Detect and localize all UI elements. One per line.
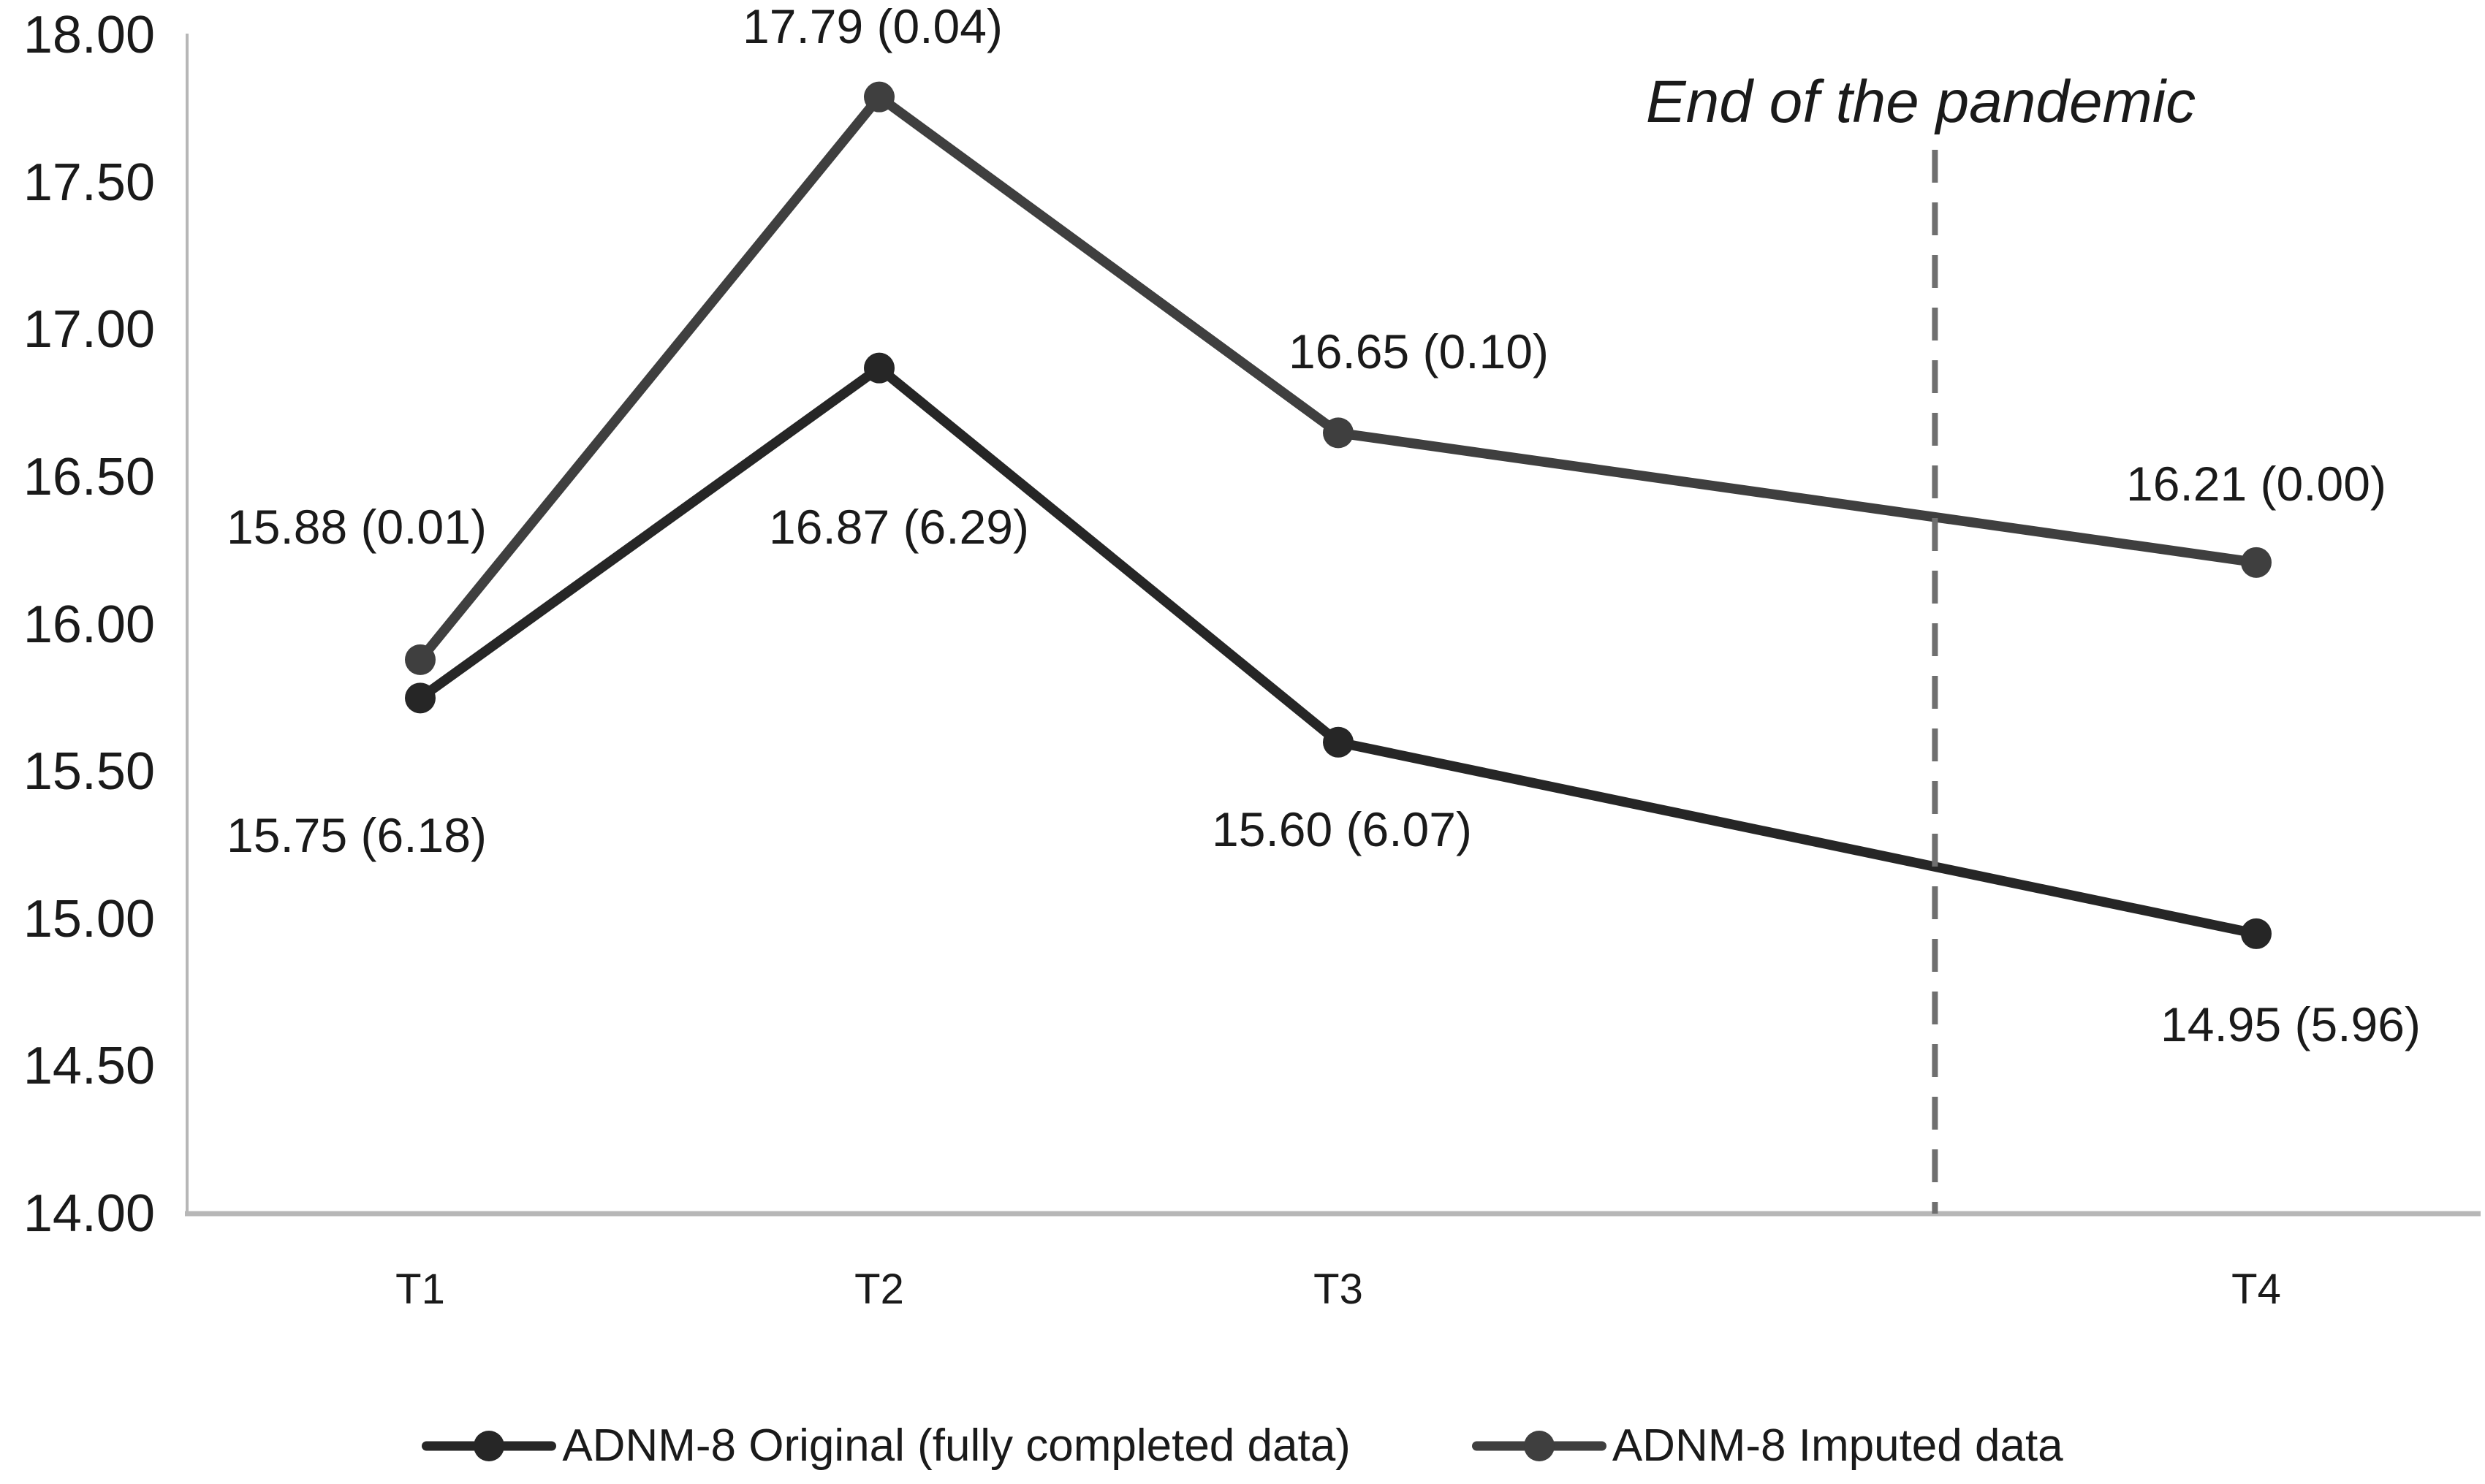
y-tick-label: 14.00: [23, 1184, 155, 1243]
data-label: 17.79 (0.04): [743, 0, 1003, 53]
data-point-marker: [864, 352, 895, 384]
data-point-marker: [1323, 726, 1354, 758]
y-tick-label: 16.50: [23, 447, 155, 506]
data-label: 14.95 (5.96): [2160, 997, 2421, 1051]
legend-marker-original-icon: [422, 1429, 557, 1463]
data-label: 15.75 (6.18): [227, 808, 487, 863]
y-tick-label: 16.00: [23, 595, 155, 654]
data-label: 16.21 (0.00): [2126, 456, 2386, 511]
data-point-marker: [1323, 417, 1354, 449]
x-category-label: T3: [1313, 1266, 1363, 1313]
legend-dot-imputed: [1523, 1431, 1555, 1461]
x-category-label: T2: [854, 1266, 904, 1313]
y-tick-label: 14.50: [23, 1037, 155, 1096]
y-tick-label: 18.00: [23, 6, 155, 64]
y-tick-label: 17.00: [23, 300, 155, 359]
data-point-marker: [405, 682, 436, 714]
y-tick-label: 17.50: [23, 153, 155, 212]
y-tick-label: 15.50: [23, 742, 155, 802]
legend-item-imputed: ADNM-8 Imputed data: [1471, 1420, 2063, 1471]
series-line-1: [415, 91, 2261, 665]
legend: ADNM-8 Original (fully completed data) A…: [0, 1423, 2485, 1469]
x-category-label: T1: [395, 1266, 445, 1313]
series-line-0: [415, 362, 2261, 939]
data-label: 16.65 (0.10): [1289, 324, 1549, 379]
data-label: 16.87 (6.29): [769, 499, 1029, 554]
data-label: 15.60 (6.07): [1212, 802, 1472, 856]
data-label: 15.88 (0.01): [227, 499, 487, 554]
x-category-label: T4: [2231, 1266, 2281, 1313]
legend-item-original: ADNM-8 Original (fully completed data): [422, 1423, 1351, 1469]
legend-dot-original: [474, 1431, 505, 1461]
data-point-marker: [405, 644, 436, 675]
legend-label-imputed: ADNM-8 Imputed data: [1612, 1420, 2063, 1471]
data-point-marker: [2241, 918, 2272, 949]
legend-label-original: ADNM-8 Original (fully completed data): [562, 1420, 1351, 1471]
legend-marker-imputed-icon: [1471, 1429, 1606, 1463]
annotation-end-of-pandemic: End of the pandemic: [1645, 69, 2196, 135]
data-point-marker: [2241, 547, 2272, 578]
data-point-marker: [864, 81, 895, 113]
y-tick-label: 15.00: [23, 889, 155, 948]
